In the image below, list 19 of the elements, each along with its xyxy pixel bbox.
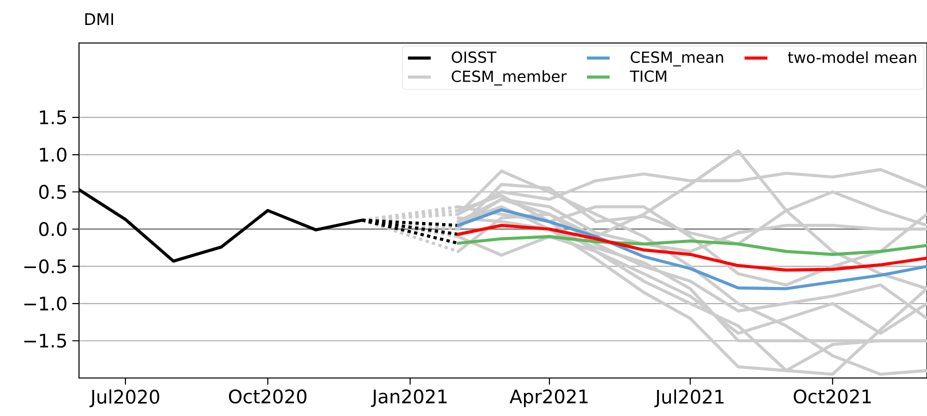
y-tick-label: 1.0: [40, 148, 66, 162]
legend-label: TICM: [630, 70, 666, 82]
legend-label: CESM_mean: [630, 51, 724, 66]
y-tick-label: 0.5: [39, 184, 66, 199]
x-tick-label: Jan2021: [371, 389, 447, 407]
x-tick-label: Oct2021: [794, 389, 871, 404]
legend-label: CESM_member: [452, 70, 567, 86]
y-tick-label: −0.5: [24, 259, 66, 274]
y-tick-label: 0.0: [39, 222, 66, 236]
chart-title: DMI: [85, 13, 114, 25]
y-tick-label: −1.0: [24, 296, 66, 311]
x-tick-label: Jul2021: [654, 389, 724, 408]
y-tick-label: 1.5: [40, 110, 66, 124]
y-tick-label: −1.5: [24, 334, 66, 348]
legend-label: two-model mean: [788, 51, 916, 64]
x-tick-label: Apr2021: [510, 389, 588, 408]
legend-label: OISST: [452, 51, 496, 63]
x-tick-label: Jul2020: [89, 389, 160, 408]
x-tick-label: Oct2020: [228, 389, 306, 404]
